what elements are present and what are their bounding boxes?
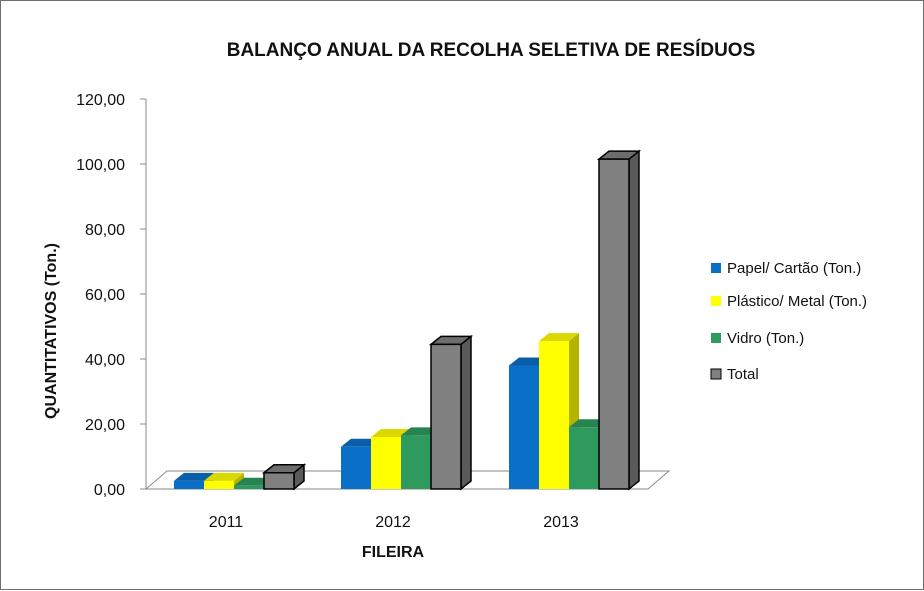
y-tick-label: 0,00 [94, 482, 125, 499]
x-tick-label: 2011 [209, 514, 244, 531]
bar-front [430, 343, 462, 490]
bar-top [204, 472, 244, 481]
bar-front [569, 427, 599, 489]
bar-top [371, 429, 411, 437]
y-tick-label: 80,00 [85, 222, 125, 239]
legend-label: Plástico/ Metal (Ton.) [727, 293, 867, 310]
bar-front [341, 446, 371, 489]
bar-front [234, 485, 264, 489]
chart-title: BALANÇO ANUAL DA RECOLHA SELETIVA DE RES… [227, 39, 756, 61]
y-axis: 0,00 20,00 40,00 60,00 80,00 100,00 120,00 [76, 92, 147, 499]
legend-swatch [711, 333, 721, 343]
bar-side [460, 334, 472, 491]
y-tick-label: 120,00 [76, 92, 125, 109]
bar-front [204, 480, 234, 489]
legend-swatch [710, 368, 722, 380]
x-axis-title: FILEIRA [362, 544, 425, 561]
bar-top [539, 333, 579, 342]
bar-front [371, 437, 401, 489]
bar-front [174, 480, 204, 489]
y-tick-label: 60,00 [85, 287, 125, 304]
y-axis-title: QUANTITATIVOS (Ton.) [43, 243, 60, 419]
bar-front [539, 341, 569, 489]
bar-front [263, 472, 295, 490]
bar-top [174, 472, 214, 481]
x-tick-label: 2013 [543, 514, 579, 531]
legend-label: Papel/ Cartão (Ton.) [727, 260, 861, 277]
bar-front [598, 158, 630, 490]
bar-front [509, 365, 539, 489]
y-tick-label: 20,00 [85, 417, 125, 434]
bar [261, 463, 307, 491]
bar [539, 333, 579, 489]
bar-side [628, 149, 640, 491]
x-tick-label: 2012 [375, 514, 411, 531]
legend: Papel/ Cartão (Ton.) Plástico/ Metal (Ton… [710, 260, 867, 383]
legend-swatch [711, 263, 721, 273]
bar [428, 334, 474, 491]
x-axis-ticks: 2011 2012 2013 [209, 514, 579, 531]
y-tick-label: 100,00 [76, 157, 125, 174]
y-tick-label: 40,00 [85, 352, 125, 369]
legend-swatch [711, 296, 721, 306]
bars [174, 149, 642, 491]
bar-front [401, 435, 431, 489]
legend-label: Total [727, 366, 759, 383]
bar [596, 149, 642, 491]
legend-label: Vidro (Ton.) [727, 330, 804, 347]
